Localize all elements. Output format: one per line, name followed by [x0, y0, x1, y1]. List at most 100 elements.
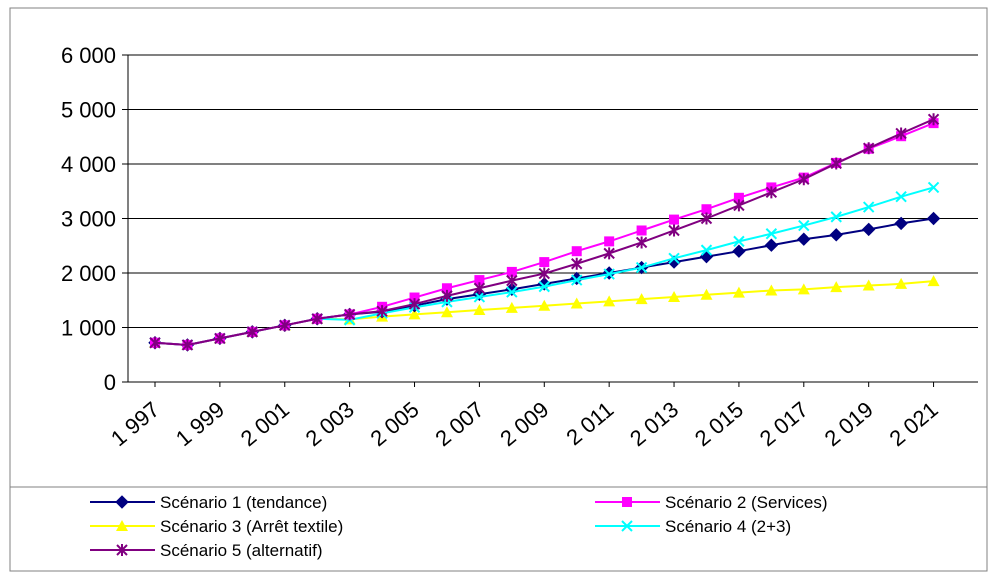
series-3-point: [505, 301, 518, 313]
x-tick-label: 2 001: [236, 397, 294, 452]
series-1-point: [732, 244, 746, 258]
series-3-point: [700, 288, 713, 300]
series-2-point: [636, 225, 647, 236]
legend-label: Scénario 1 (tendance): [160, 493, 327, 512]
series-1-point: [699, 249, 714, 264]
legend-item-3: Scénario 3 (Arrêt textile): [90, 517, 343, 536]
legend-label: Scénario 5 (alternatif): [160, 541, 323, 560]
series-5-point: [149, 336, 161, 349]
series-5-point: [181, 338, 194, 351]
series-5-point: [538, 267, 550, 280]
series-4-point: [700, 244, 713, 256]
series-3-point: [473, 304, 486, 316]
series-3-point: [732, 286, 745, 298]
series-5-point: [506, 274, 518, 287]
x-tick-label: 2 003: [301, 397, 359, 452]
series-5-point: [376, 305, 388, 318]
series-2-point: [409, 292, 420, 303]
series-5-point: [311, 312, 323, 325]
series-5-line: [154, 118, 934, 346]
x-tick-label: 2 007: [430, 397, 488, 452]
series-4-point: [473, 291, 486, 303]
series-5-point: [765, 186, 778, 199]
series-5-point: [700, 212, 713, 225]
series-4-point: [830, 211, 842, 223]
x-tick-label: 2 005: [365, 397, 423, 452]
series-4-point: [765, 228, 778, 240]
y-tick-label: 6 000: [61, 43, 116, 68]
plot-frame: [9, 7, 988, 572]
series-2-point: [506, 266, 517, 277]
legend-label: Scénario 3 (Arrêt textile): [160, 517, 343, 536]
series-5-point: [798, 173, 810, 186]
legend: Scénario 1 (tendance) Scénario 2 (Service…: [10, 486, 987, 560]
series-5: [149, 113, 940, 351]
series-5-point: [571, 257, 583, 270]
series-2-point: [441, 283, 452, 294]
chart-border: [9, 7, 988, 572]
series-1: [148, 211, 941, 352]
series-4-point: [733, 235, 745, 248]
series-1-point: [861, 222, 876, 237]
series-5-point: [343, 308, 356, 321]
series-3-line: [154, 280, 934, 346]
series-2-point: [669, 214, 680, 225]
legend-swatch-marker: [116, 520, 128, 531]
series-2-point: [474, 275, 485, 286]
series-2-point: [604, 236, 615, 247]
y-tick-label: 5 000: [61, 98, 116, 123]
y-tick-label: 3 000: [61, 207, 116, 232]
series-5-point: [830, 157, 842, 170]
series-4-point: [538, 280, 550, 293]
series-1-point: [797, 232, 811, 246]
series-2-point: [539, 257, 550, 268]
y-axis-ticks: 0 1 000 2 000 3 000 4 000 5 000 6 000: [61, 43, 129, 395]
legend-label: Scénario 2 (Services): [665, 493, 828, 512]
series-1-point: [894, 216, 908, 231]
x-axis-ticks: 1 997 1 999 2 001 2 003 2 005 2 007 2 009 2 011…: [106, 382, 943, 451]
series-5-point: [927, 113, 940, 126]
series-2: [150, 118, 939, 350]
series-5-point: [214, 332, 226, 345]
series-5-point: [635, 236, 648, 249]
series-5-point: [733, 199, 745, 212]
x-tick-label: 1 997: [106, 397, 164, 452]
legend-item-2: Scénario 2 (Services): [595, 493, 828, 512]
series-1-point: [764, 238, 779, 252]
y-tick-label: 2 000: [61, 261, 116, 286]
legend-swatch-marker: [115, 495, 129, 509]
series-5-point: [668, 224, 680, 237]
legend-swatch-marker: [621, 520, 633, 532]
series-3-point: [862, 279, 875, 291]
series-5-point: [603, 247, 615, 260]
series-5-point: [895, 127, 907, 140]
x-tick-label: 2 009: [495, 397, 553, 452]
series-4-point: [798, 219, 810, 232]
x-tick-label: 2 015: [690, 397, 748, 452]
series-4-point: [603, 268, 615, 280]
series-4-point: [571, 274, 583, 286]
legend-swatch-marker: [116, 544, 128, 556]
y-tick-label: 0: [104, 370, 116, 395]
series-3-point: [895, 277, 908, 289]
series-3-point: [570, 297, 583, 309]
series-3-point: [668, 290, 681, 302]
series-3-point: [408, 308, 421, 320]
series-4-point: [895, 190, 907, 203]
y-tick-label: 1 000: [61, 316, 116, 341]
legend-label: Scénario 4 (2+3): [665, 517, 791, 536]
series-5-point: [408, 298, 421, 311]
series-4-point: [862, 201, 875, 213]
legend-item-1: Scénario 1 (tendance): [90, 493, 327, 512]
series-4-point: [506, 286, 518, 298]
series-1-point: [926, 211, 941, 226]
legend-item-4: Scénario 4 (2+3): [595, 517, 791, 536]
x-tick-label: 2 021: [885, 397, 943, 452]
series-5-point: [279, 319, 291, 332]
series-1-point: [829, 228, 843, 242]
series-3-point: [440, 306, 453, 318]
series-4-point: [635, 261, 648, 274]
series-layer: [148, 113, 941, 352]
legend-swatch-marker: [622, 497, 632, 507]
